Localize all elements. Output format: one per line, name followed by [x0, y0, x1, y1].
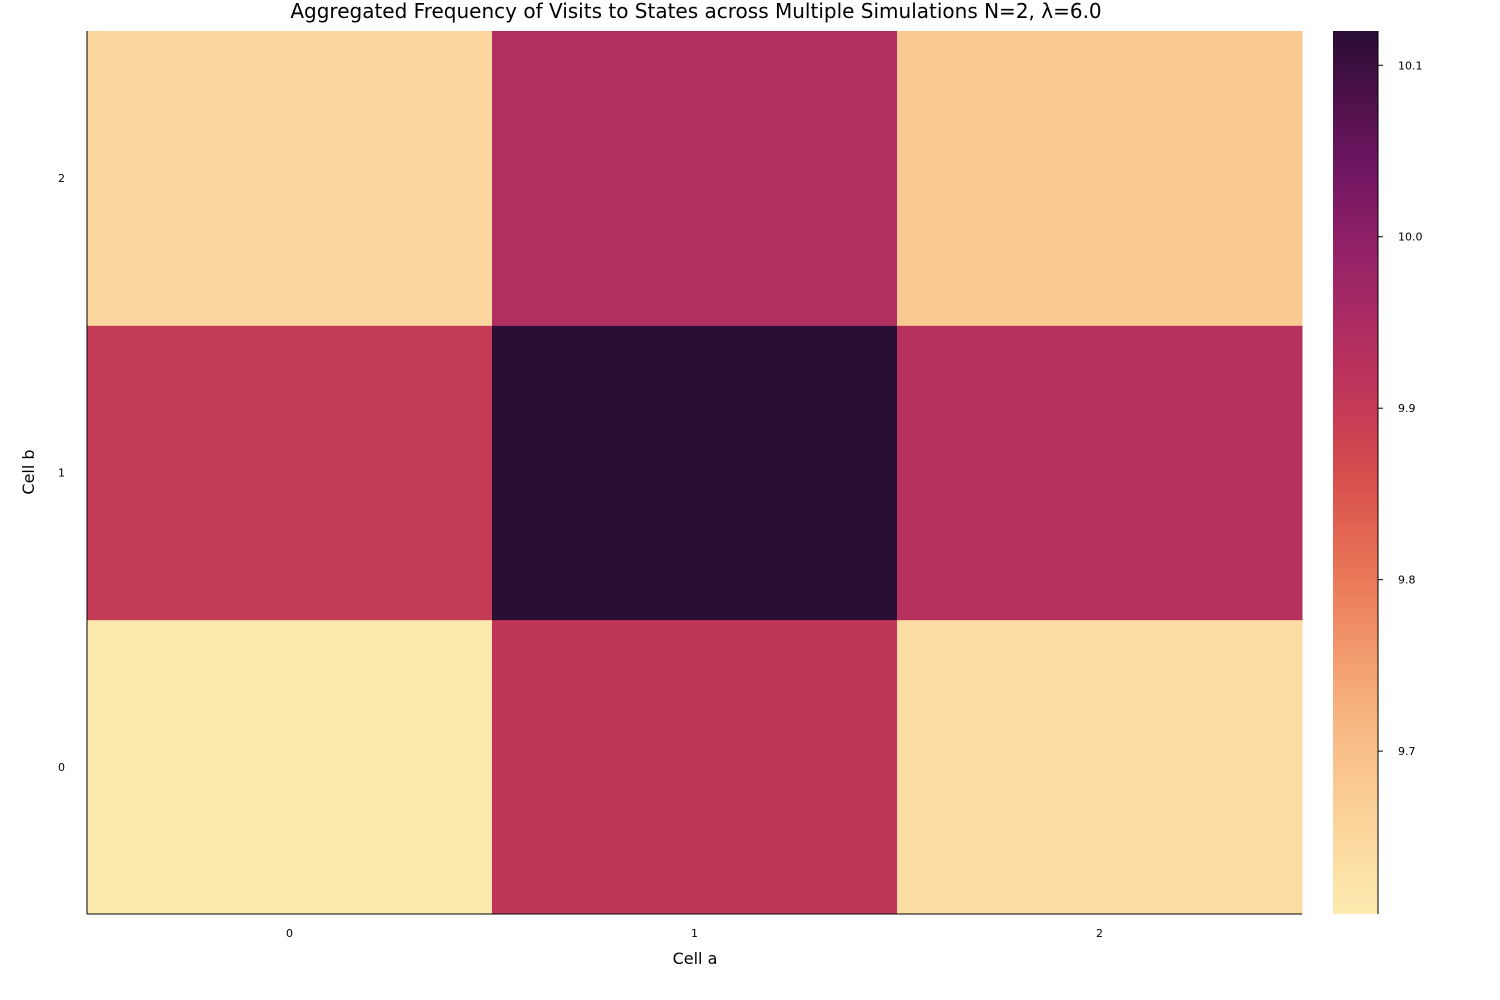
x-tick-label: 1 [691, 927, 698, 940]
heatmap-cell-a2-b1 [897, 325, 1303, 621]
heatmap-cell-a2-b0 [897, 619, 1303, 915]
heatmap-cell-a2-b2 [897, 31, 1303, 326]
colorbar-tick-label: 10.0 [1398, 231, 1423, 244]
y-axis-label: Cell b [19, 449, 38, 494]
colorbar-tick-label: 9.7 [1398, 745, 1416, 758]
heatmap-cell-a1-b0 [492, 619, 898, 915]
heatmap-cell-a1-b1 [492, 325, 898, 621]
heatmap-cell-a0-b1 [87, 325, 493, 621]
heatmap-cell-a0-b0 [87, 619, 493, 915]
colorbar-tick-label: 9.8 [1398, 574, 1416, 587]
heatmap-cell-a1-b2 [492, 31, 898, 326]
y-tick-label: 0 [58, 761, 65, 774]
heatmap-cells [87, 31, 1303, 915]
colorbar-ticks: 9.7 9.8 9.9 10.0 10.1 [1378, 59, 1423, 758]
x-axis-label: Cell a [673, 949, 718, 968]
colorbar-tick-label: 9.9 [1398, 402, 1416, 415]
chart-title: Aggregated Frequency of Visits to States… [290, 0, 1101, 23]
x-tick-label: 2 [1096, 927, 1103, 940]
colorbar [1333, 31, 1378, 914]
heatmap-cell-a0-b2 [87, 31, 493, 326]
colorbar-tick-label: 10.1 [1398, 59, 1423, 72]
x-tick-label: 0 [286, 927, 293, 940]
y-tick-label: 2 [58, 172, 65, 185]
x-tick-labels: 0 1 2 [286, 927, 1103, 940]
y-tick-labels: 0 1 2 [58, 172, 65, 774]
y-tick-label: 1 [58, 467, 65, 480]
